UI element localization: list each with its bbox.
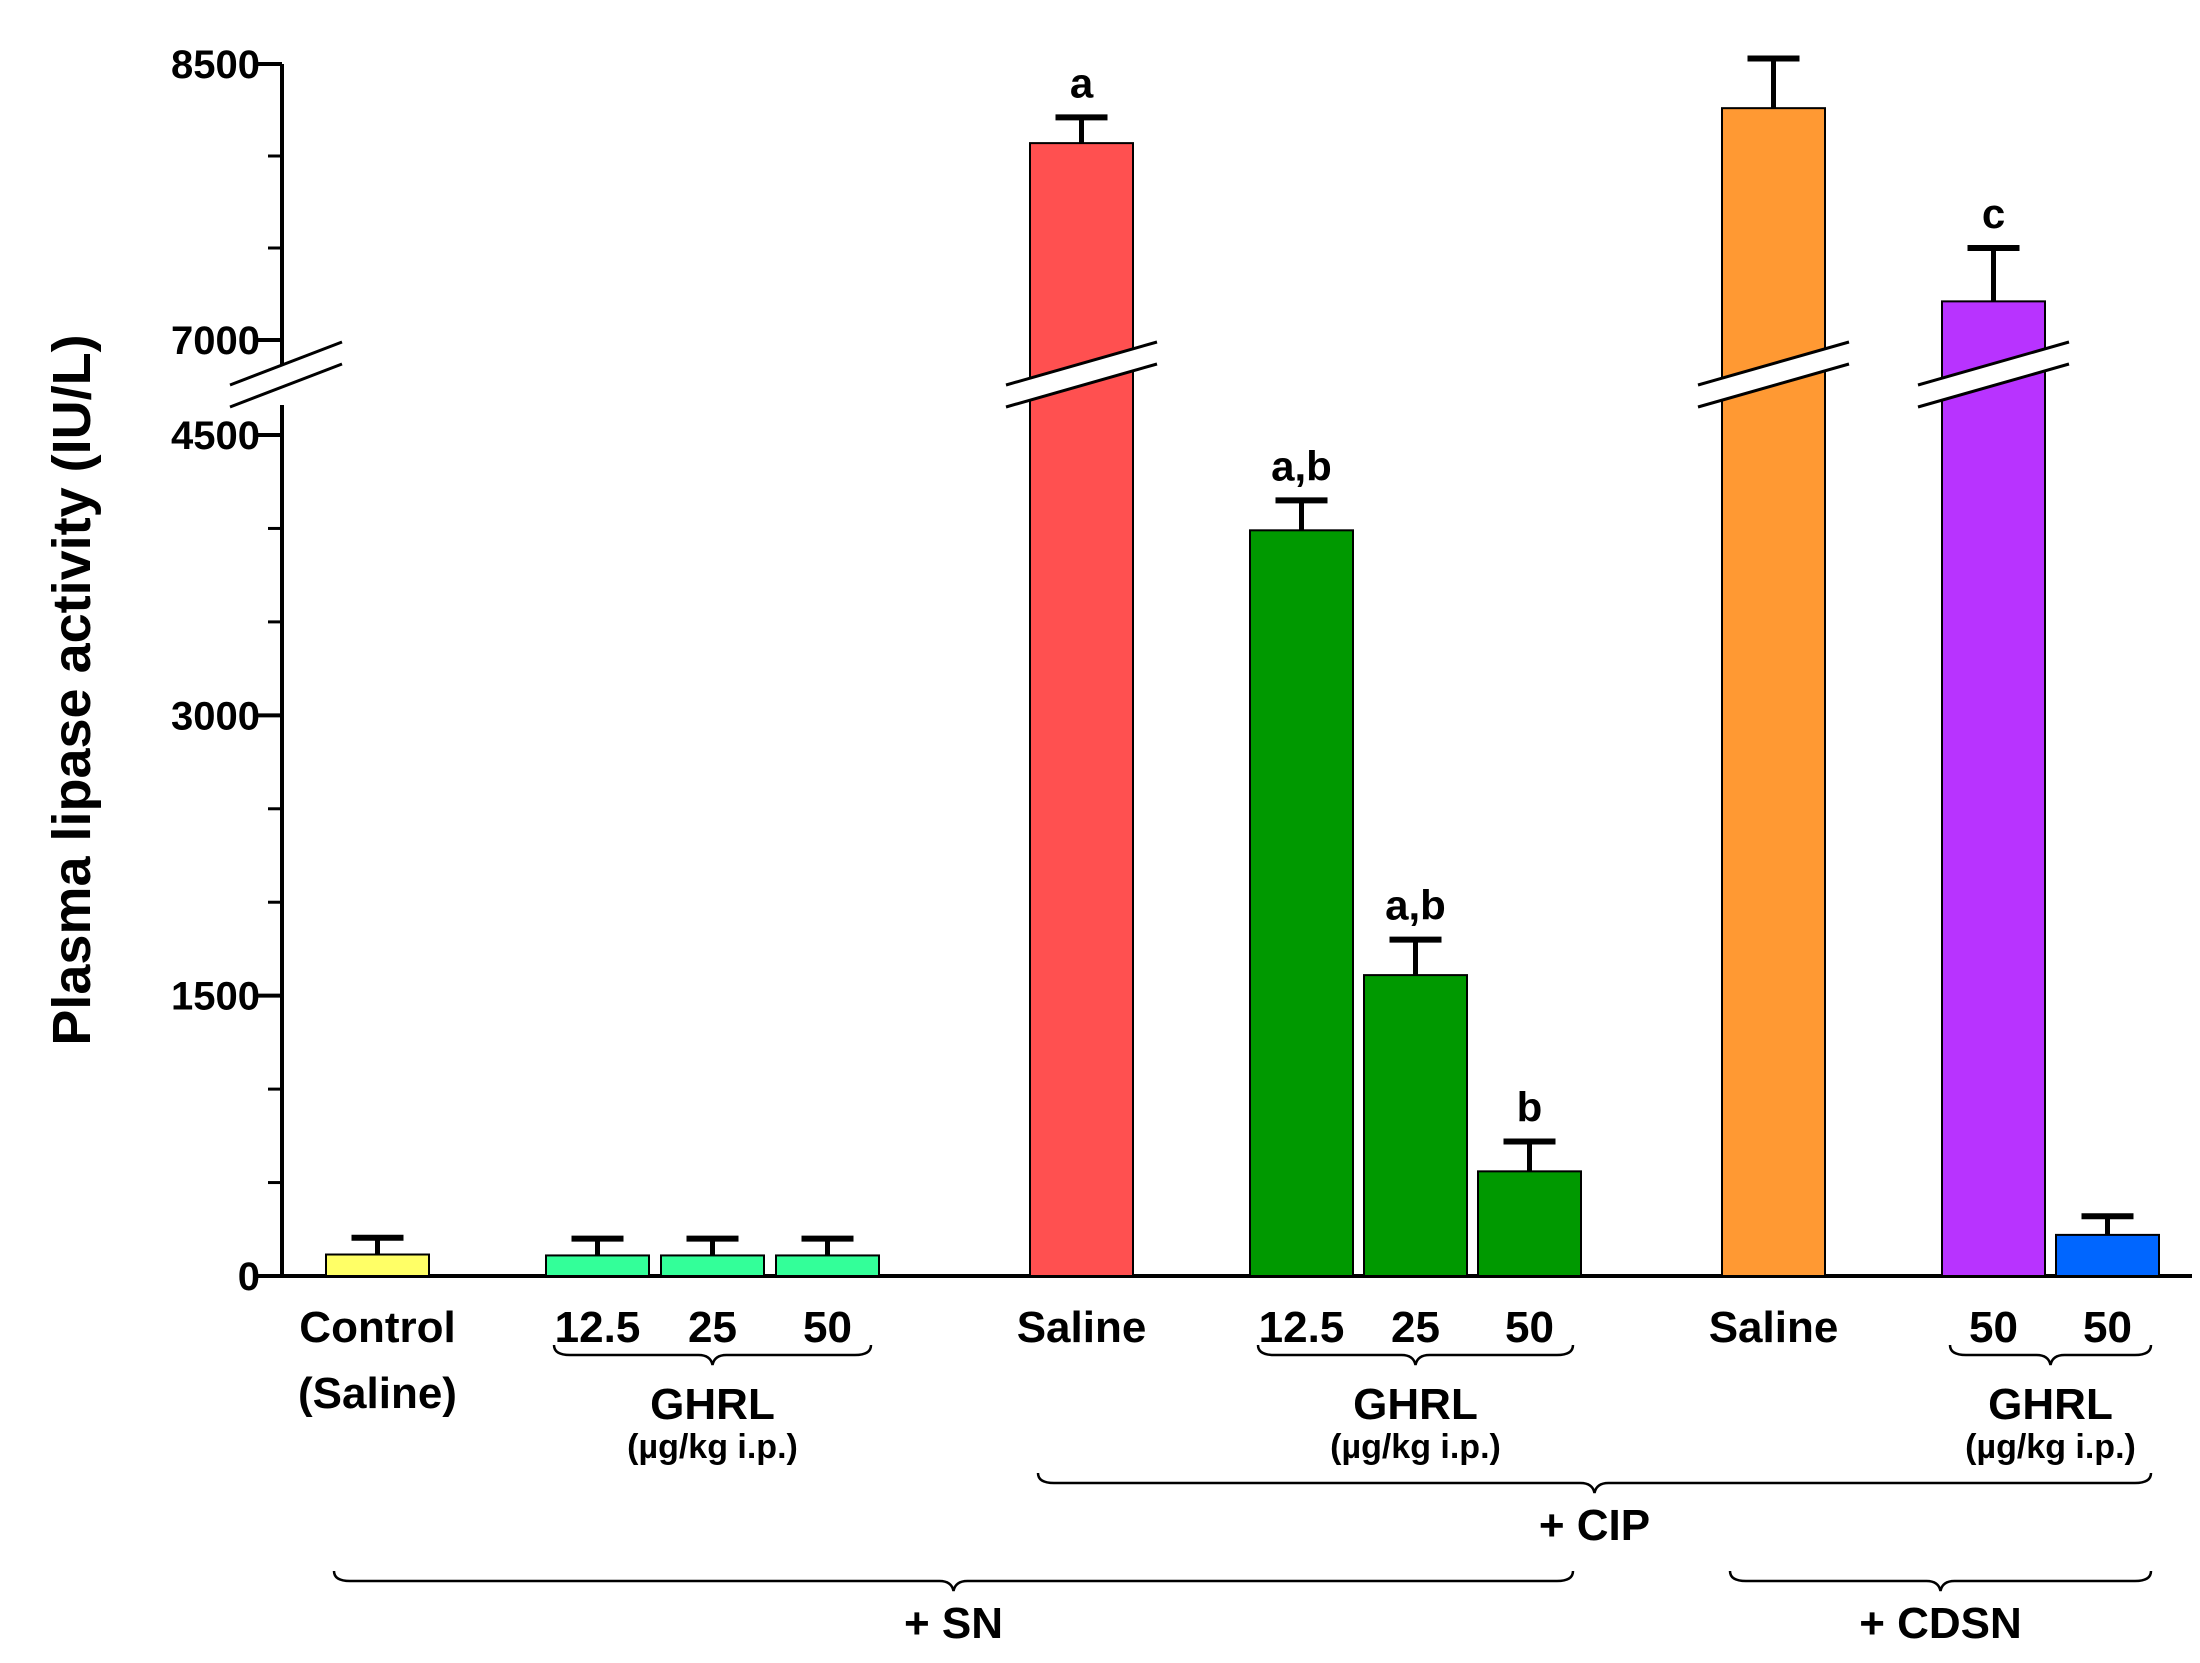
bar-break-mark xyxy=(1697,340,1850,387)
x-tick-label: Saline xyxy=(1709,1303,1839,1352)
significance-label: c xyxy=(1982,190,2005,237)
x-tick-label: Saline xyxy=(1017,1303,1147,1352)
y-axis-label: Plasma lipase activity (IU/L) xyxy=(42,334,102,1045)
bar-break-gap xyxy=(1698,342,1849,407)
bar-break-mark xyxy=(1917,362,2070,409)
x-tick-label: 50 xyxy=(803,1303,852,1352)
axis-break-gap xyxy=(230,342,342,407)
bar-break-mark xyxy=(1917,340,2070,387)
bar xyxy=(325,1253,430,1278)
bar xyxy=(775,1254,880,1278)
bar-break-mark xyxy=(1005,362,1158,409)
x-tick-label: Control xyxy=(299,1303,455,1352)
group-bracket xyxy=(552,1344,873,1366)
bracket-sublabel: (µg/kg i.p.) xyxy=(1330,1428,1501,1466)
axis-break-mark xyxy=(229,362,343,409)
significance-label: b xyxy=(1517,1083,1543,1130)
bar-break-mark xyxy=(1697,362,1850,409)
x-tick-label: 25 xyxy=(1391,1303,1440,1352)
bracket-sublabel: (µg/kg i.p.) xyxy=(1965,1428,2136,1466)
x-tick-label: 50 xyxy=(1505,1303,1554,1352)
group-bracket xyxy=(1036,1472,2153,1494)
x-tick-label: 50 xyxy=(2083,1303,2132,1352)
group-bracket xyxy=(1256,1344,1575,1366)
axis-break-mark xyxy=(229,340,343,387)
significance-label: a xyxy=(1070,59,1094,106)
x-tick-label: 12.5 xyxy=(1259,1303,1345,1352)
bar xyxy=(1941,300,2046,1277)
bracket-label: + SN xyxy=(904,1599,1003,1648)
bracket-label: GHRL xyxy=(1353,1380,1478,1429)
bracket-label: + CIP xyxy=(1539,1501,1650,1550)
group-bracket xyxy=(1728,1570,2153,1592)
x-tick-label: (Saline) xyxy=(298,1369,457,1418)
bar xyxy=(1249,529,1354,1277)
bar xyxy=(1029,142,1134,1277)
bar xyxy=(1721,107,1826,1277)
y-tick-label: 4500 xyxy=(171,414,260,458)
group-bracket xyxy=(1948,1344,2153,1366)
bar xyxy=(660,1254,765,1278)
group-bracket xyxy=(332,1570,1575,1592)
bracket-label: GHRL xyxy=(650,1380,775,1429)
bracket-sublabel: (µg/kg i.p.) xyxy=(627,1428,798,1466)
y-tick-label: 7000 xyxy=(171,319,260,363)
bar xyxy=(545,1254,650,1278)
x-tick-label: 25 xyxy=(688,1303,737,1352)
y-tick-label: 1500 xyxy=(171,975,260,1019)
significance-label: a,b xyxy=(1271,442,1332,489)
significance-label: a,b xyxy=(1385,882,1446,929)
bar xyxy=(1363,974,1468,1277)
bar-break-gap xyxy=(1006,342,1157,407)
y-tick-label: 8500 xyxy=(171,43,260,87)
bar-break-gap xyxy=(1918,342,2069,407)
bar xyxy=(1477,1170,1582,1277)
x-tick-label: 50 xyxy=(1969,1303,2018,1352)
bracket-label: + CDSN xyxy=(1859,1599,2022,1648)
bracket-label: GHRL xyxy=(1988,1380,2113,1429)
bar-break-mark xyxy=(1005,340,1158,387)
y-tick-label: 0 xyxy=(238,1255,260,1299)
y-tick-label: 3000 xyxy=(171,694,260,738)
x-tick-label: 12.5 xyxy=(555,1303,641,1352)
plot-area: 0 1500 3000 4500 7000 8500 Control (Saline) 12.5… xyxy=(171,43,2192,1648)
bar xyxy=(2055,1233,2160,1277)
